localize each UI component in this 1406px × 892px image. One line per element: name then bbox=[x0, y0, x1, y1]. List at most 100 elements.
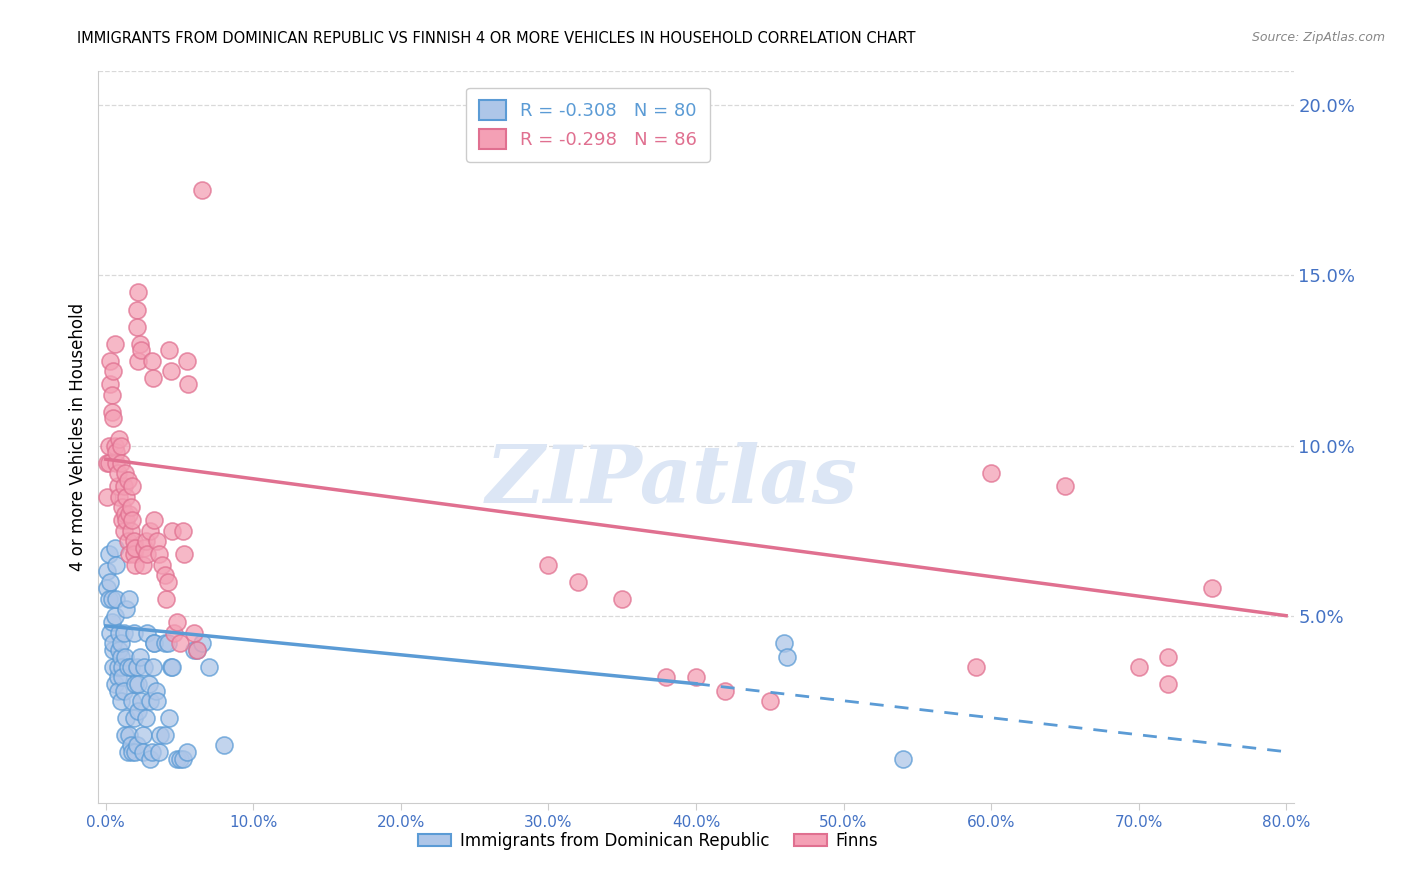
Point bbox=[100, 591, 122, 606]
Point bbox=[134, 541, 156, 555]
Point bbox=[120, 524, 142, 538]
Point bbox=[115, 490, 138, 504]
Point bbox=[127, 353, 149, 368]
Point bbox=[186, 642, 208, 657]
Point bbox=[156, 636, 179, 650]
Point bbox=[105, 456, 128, 470]
Point bbox=[125, 659, 148, 673]
Point bbox=[186, 642, 208, 657]
Point bbox=[148, 745, 170, 759]
Point bbox=[104, 608, 127, 623]
Point bbox=[121, 745, 143, 759]
Point bbox=[114, 507, 136, 521]
Point bbox=[122, 533, 145, 548]
Point bbox=[1128, 659, 1150, 673]
Point bbox=[108, 432, 131, 446]
Point bbox=[190, 183, 212, 197]
Point bbox=[110, 439, 132, 453]
Point bbox=[176, 745, 198, 759]
Point bbox=[101, 659, 124, 673]
Point bbox=[105, 591, 128, 606]
Point bbox=[157, 711, 180, 725]
Point bbox=[773, 636, 796, 650]
Point bbox=[114, 649, 136, 664]
Point bbox=[153, 728, 176, 742]
Point bbox=[128, 649, 150, 664]
Point bbox=[110, 456, 132, 470]
Point bbox=[965, 659, 987, 673]
Point bbox=[159, 364, 181, 378]
Point bbox=[163, 625, 186, 640]
Point bbox=[159, 659, 181, 673]
Text: Source: ZipAtlas.com: Source: ZipAtlas.com bbox=[1251, 31, 1385, 45]
Point bbox=[115, 513, 138, 527]
Point bbox=[101, 411, 124, 425]
Point bbox=[120, 500, 142, 514]
Point bbox=[131, 728, 153, 742]
Point bbox=[107, 466, 129, 480]
Point bbox=[98, 377, 121, 392]
Point bbox=[160, 524, 183, 538]
Point bbox=[117, 659, 139, 673]
Point bbox=[136, 625, 159, 640]
Point bbox=[155, 591, 177, 606]
Point bbox=[612, 591, 634, 606]
Point bbox=[176, 353, 198, 368]
Point bbox=[135, 533, 157, 548]
Point bbox=[125, 738, 148, 752]
Point bbox=[128, 336, 150, 351]
Point bbox=[105, 558, 128, 572]
Point bbox=[111, 659, 134, 673]
Point bbox=[143, 636, 166, 650]
Point bbox=[104, 336, 127, 351]
Point bbox=[110, 649, 132, 664]
Point bbox=[891, 751, 914, 765]
Point bbox=[148, 548, 170, 562]
Point bbox=[145, 683, 167, 698]
Point bbox=[122, 711, 145, 725]
Point bbox=[125, 319, 148, 334]
Point bbox=[120, 659, 142, 673]
Point bbox=[100, 387, 122, 401]
Point bbox=[111, 513, 134, 527]
Point bbox=[115, 711, 138, 725]
Point bbox=[114, 466, 136, 480]
Point bbox=[150, 558, 173, 572]
Point bbox=[177, 377, 200, 392]
Point bbox=[107, 683, 129, 698]
Point bbox=[143, 636, 166, 650]
Point bbox=[173, 548, 195, 562]
Point bbox=[127, 677, 149, 691]
Point bbox=[183, 642, 205, 657]
Point bbox=[104, 677, 127, 691]
Point bbox=[112, 479, 135, 493]
Point bbox=[124, 677, 146, 691]
Point bbox=[139, 751, 162, 765]
Point bbox=[169, 751, 191, 765]
Point bbox=[100, 615, 122, 630]
Point bbox=[101, 364, 124, 378]
Point bbox=[117, 473, 139, 487]
Point bbox=[685, 670, 707, 684]
Point bbox=[129, 694, 152, 708]
Point bbox=[190, 636, 212, 650]
Point bbox=[120, 738, 142, 752]
Point bbox=[110, 636, 132, 650]
Point bbox=[142, 370, 165, 384]
Point bbox=[118, 548, 141, 562]
Point bbox=[655, 670, 678, 684]
Point bbox=[172, 524, 194, 538]
Legend: Immigrants from Dominican Republic, Finns: Immigrants from Dominican Republic, Finn… bbox=[412, 825, 884, 856]
Point bbox=[980, 466, 1002, 480]
Point bbox=[98, 353, 121, 368]
Point bbox=[156, 574, 179, 589]
Point bbox=[96, 582, 118, 596]
Point bbox=[153, 636, 176, 650]
Text: ZIPatlas: ZIPatlas bbox=[486, 442, 858, 520]
Point bbox=[97, 439, 120, 453]
Y-axis label: 4 or more Vehicles in Household: 4 or more Vehicles in Household bbox=[69, 303, 87, 571]
Point bbox=[183, 625, 205, 640]
Point bbox=[124, 541, 146, 555]
Point bbox=[112, 625, 135, 640]
Point bbox=[131, 745, 153, 759]
